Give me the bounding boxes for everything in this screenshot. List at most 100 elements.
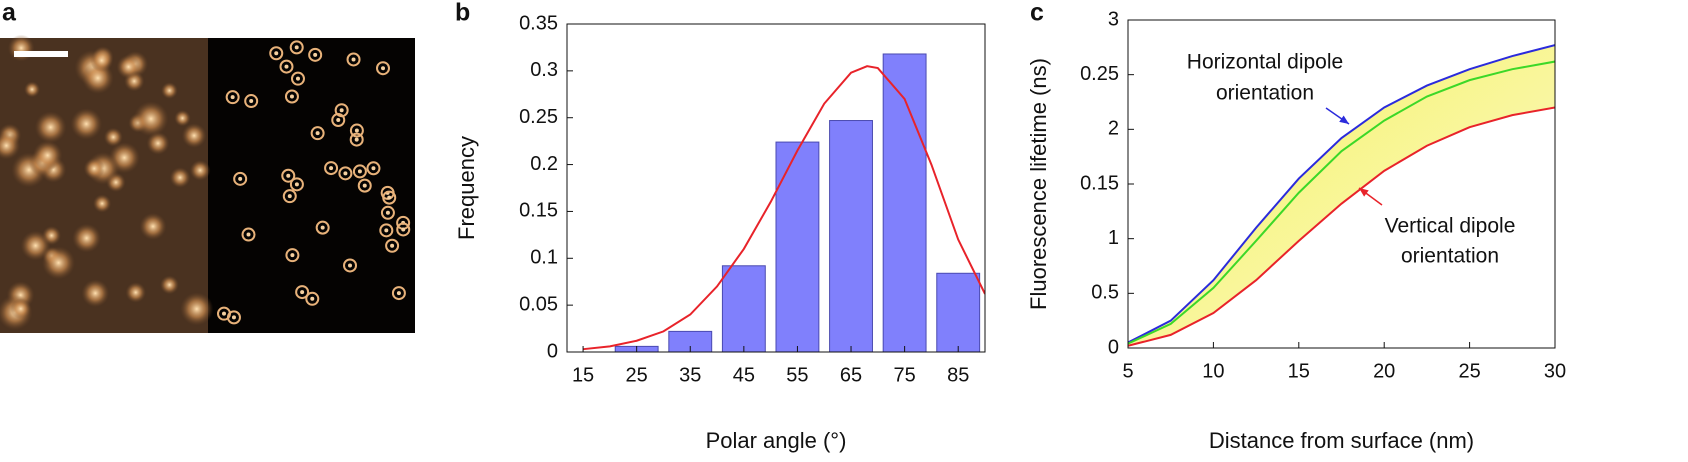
panel-label: c — [1030, 0, 1044, 27]
spot — [349, 123, 364, 138]
spot — [225, 90, 240, 105]
spot — [241, 227, 256, 242]
image-right — [208, 38, 415, 333]
range-band — [1128, 45, 1555, 346]
y-tick-label: 0.1 — [530, 247, 558, 269]
spot — [233, 171, 248, 186]
spot — [313, 52, 318, 57]
spot — [290, 253, 295, 258]
spot — [72, 223, 102, 253]
x-axis-label: Polar angle (°) — [706, 428, 847, 453]
x-tick-label: 20 — [1373, 360, 1395, 382]
spot — [396, 222, 411, 237]
spot — [396, 291, 401, 296]
spot — [339, 108, 344, 113]
spot — [401, 227, 406, 232]
spot — [249, 99, 254, 104]
spot — [385, 210, 390, 215]
spot — [284, 64, 289, 69]
spot — [103, 127, 123, 147]
micrograph — [0, 34, 415, 333]
spot — [379, 223, 394, 238]
y-tick-label: 0.25 — [1080, 63, 1119, 85]
spot — [290, 71, 305, 86]
spot — [382, 190, 397, 205]
spot — [285, 248, 300, 263]
spot — [362, 183, 367, 188]
y-tick-label: 0.5 — [1091, 282, 1119, 304]
spot — [92, 194, 112, 213]
spot — [20, 230, 51, 261]
fit-curve — [582, 65, 985, 351]
bar — [882, 53, 927, 352]
y-tick-label: 0.05 — [519, 293, 558, 315]
spot — [366, 161, 381, 176]
y-tick-label: 0 — [1108, 336, 1119, 358]
spot — [351, 57, 356, 62]
spot — [387, 195, 392, 200]
spot — [90, 48, 114, 73]
spot — [269, 46, 284, 61]
spot — [354, 137, 359, 142]
spot — [244, 94, 259, 109]
x-tick-label: 25 — [1458, 360, 1480, 382]
x-tick-label: 85 — [947, 364, 969, 386]
spot — [287, 194, 292, 199]
annotation: Horizontal dipole — [1187, 51, 1343, 74]
plot-area — [582, 53, 985, 352]
spot — [83, 157, 105, 180]
spot — [315, 220, 330, 235]
arrow-head — [1339, 115, 1349, 124]
spot — [169, 167, 191, 188]
spot — [336, 118, 341, 123]
x-tick-label: 75 — [893, 364, 915, 386]
spot — [133, 101, 169, 137]
x-tick-label: 15 — [1288, 360, 1310, 382]
spot — [385, 238, 400, 253]
spot — [282, 189, 297, 204]
annotation: orientation — [1401, 245, 1499, 268]
spot — [180, 292, 214, 326]
spot — [320, 225, 325, 230]
spot — [308, 47, 323, 62]
spot — [371, 166, 376, 171]
y-tick-label: 0.15 — [1080, 172, 1119, 194]
spot — [329, 166, 334, 171]
spot — [284, 89, 299, 104]
y-tick-label: 3 — [1108, 8, 1119, 30]
spot — [24, 81, 41, 98]
spot — [334, 103, 349, 118]
spot — [139, 212, 167, 240]
spot — [286, 173, 291, 178]
spot — [81, 279, 110, 308]
spot — [221, 311, 226, 316]
spot — [189, 160, 211, 181]
spot — [384, 228, 389, 233]
y-tick-label: 0.2 — [530, 153, 558, 175]
spot — [174, 109, 191, 127]
spot — [390, 243, 395, 248]
spot — [380, 205, 395, 220]
spot — [10, 298, 32, 320]
spot — [315, 131, 320, 136]
y-tick-label: 1 — [1108, 227, 1119, 249]
spot — [295, 76, 300, 81]
spot — [294, 45, 299, 50]
spot — [116, 54, 141, 79]
x-tick-label: 55 — [786, 364, 808, 386]
spot — [216, 306, 231, 321]
spot — [305, 291, 320, 306]
spot — [346, 52, 361, 67]
x-tick-label: 25 — [626, 364, 648, 386]
spot — [181, 123, 207, 148]
spot — [238, 176, 243, 181]
spot — [125, 282, 147, 303]
spot — [70, 108, 103, 140]
plot-area — [1128, 44, 1555, 347]
spot — [343, 258, 358, 273]
spot — [41, 246, 76, 280]
y-tick-label: 0.25 — [519, 106, 558, 128]
spot — [160, 275, 179, 295]
spot — [300, 290, 305, 295]
spot — [343, 171, 348, 176]
